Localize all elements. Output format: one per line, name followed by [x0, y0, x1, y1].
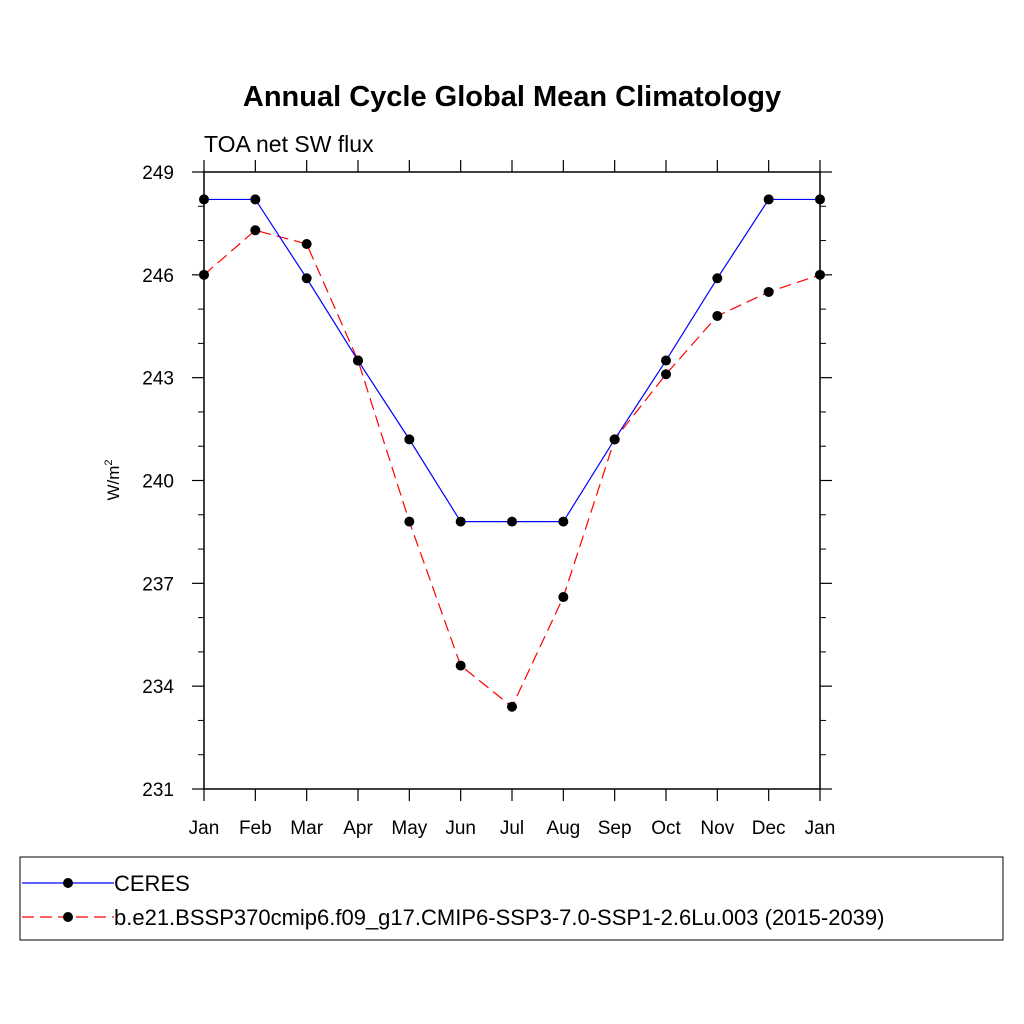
data-point — [507, 701, 517, 712]
data-point — [661, 369, 671, 380]
data-point — [815, 269, 825, 280]
data-point — [558, 592, 569, 603]
x-tick-label: Mar — [290, 818, 323, 839]
data-point — [712, 273, 723, 284]
data-point — [199, 269, 209, 280]
legend: CERES b.e21.BSSP370cmip6.f09_g17.CMIP6-SS… — [19, 856, 1004, 941]
y-axis-label-text: W/m — [104, 466, 123, 501]
data-point — [455, 516, 466, 527]
x-tick-label: Jun — [445, 818, 476, 839]
legend-items: CERES b.e21.BSSP370cmip6.f09_g17.CMIP6-SS… — [22, 871, 884, 930]
series-layer — [199, 194, 825, 712]
data-point — [199, 194, 209, 205]
y-tick-label: 234 — [142, 677, 174, 698]
legend-label: CERES — [114, 871, 190, 896]
series-line — [204, 198, 820, 523]
data-point — [815, 194, 825, 205]
y-tick-label: 231 — [142, 780, 174, 801]
y-axis-label: W/m2 — [103, 459, 123, 500]
data-point — [353, 355, 363, 366]
axis-ticks: Jan Feb Mar Apr May Jun Jul Aug Sep Oct Nov Dec Jan 2… — [142, 160, 835, 839]
legend-label: b.e21.BSSP370cmip6.f09_g17.CMIP6-SSP3-7.… — [114, 905, 884, 930]
data-point — [558, 516, 569, 527]
legend-box — [19, 856, 1004, 941]
data-point — [301, 273, 312, 284]
data-point — [661, 355, 671, 366]
chart-subtitle: TOA net SW flux — [204, 131, 374, 157]
data-point — [763, 194, 774, 205]
plot-area: Jan Feb Mar Apr May Jun Jul Aug Sep Oct Nov Dec Jan 2… — [142, 160, 835, 839]
data-point — [712, 310, 723, 321]
y-axis-label-superscript: 2 — [103, 459, 115, 465]
data-point — [404, 434, 415, 445]
x-tick-label: Jan — [805, 818, 836, 839]
data-point — [404, 516, 415, 527]
legend-marker — [63, 878, 73, 888]
data-point — [609, 434, 620, 445]
legend-marker — [63, 912, 73, 922]
data-point — [455, 660, 466, 671]
x-tick-label: Feb — [239, 818, 272, 839]
data-point — [507, 516, 517, 527]
plot-frame — [203, 171, 821, 790]
y-tick-label: 246 — [142, 266, 174, 287]
data-point — [250, 225, 261, 236]
y-tick-label: 240 — [142, 472, 174, 493]
series-line — [203, 229, 821, 708]
x-tick-label: Nov — [700, 818, 734, 839]
x-tick-label: Oct — [651, 818, 681, 839]
chart-title: Annual Cycle Global Mean Climatology — [243, 81, 781, 113]
data-point — [250, 194, 261, 205]
data-point — [301, 238, 312, 249]
x-tick-label: Jul — [500, 818, 524, 839]
y-tick-label: 237 — [142, 574, 174, 595]
x-tick-label: Jan — [189, 818, 220, 839]
x-tick-label: Apr — [343, 818, 373, 839]
x-tick-label: Dec — [752, 818, 786, 839]
x-tick-label: Aug — [546, 818, 580, 839]
y-tick-label: 243 — [142, 369, 174, 390]
x-tick-label: Sep — [598, 818, 632, 839]
data-point — [763, 286, 774, 297]
y-tick-label: 249 — [142, 163, 174, 184]
x-tick-label: May — [391, 818, 427, 839]
